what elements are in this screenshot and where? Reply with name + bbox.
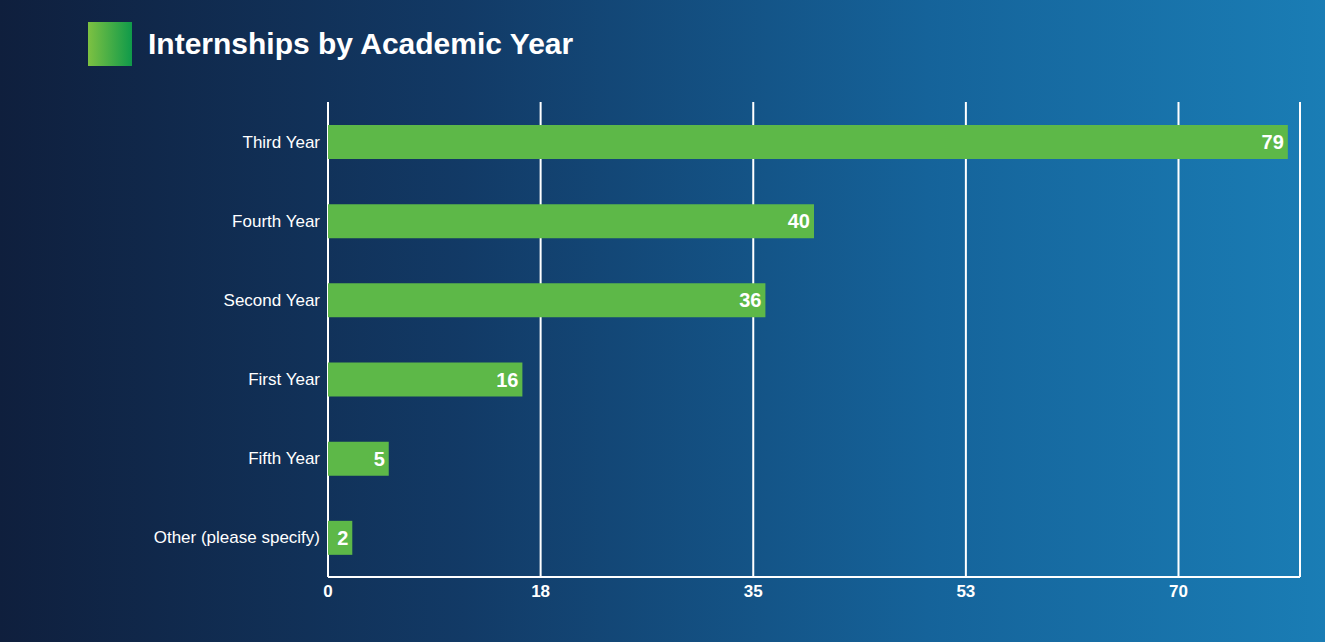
svg-text:First Year: First Year (248, 370, 320, 389)
svg-text:36: 36 (739, 289, 761, 311)
svg-text:Other (please specify): Other (please specify) (154, 528, 320, 547)
svg-text:Fourth Year: Fourth Year (232, 212, 320, 231)
svg-text:70: 70 (1169, 582, 1188, 601)
svg-text:5: 5 (374, 448, 385, 470)
svg-text:Second Year: Second Year (224, 291, 321, 310)
svg-text:35: 35 (744, 582, 763, 601)
svg-text:18: 18 (531, 582, 550, 601)
svg-text:79: 79 (1262, 131, 1284, 153)
svg-text:16: 16 (496, 369, 518, 391)
svg-text:53: 53 (956, 582, 975, 601)
svg-text:Fifth Year: Fifth Year (248, 449, 320, 468)
svg-text:Third Year: Third Year (243, 133, 321, 152)
svg-text:40: 40 (788, 210, 810, 232)
svg-text:2: 2 (337, 527, 348, 549)
html-text:Internships by Academic Year: Internships by Academic Year (148, 27, 574, 60)
svg-text:0: 0 (323, 582, 332, 601)
